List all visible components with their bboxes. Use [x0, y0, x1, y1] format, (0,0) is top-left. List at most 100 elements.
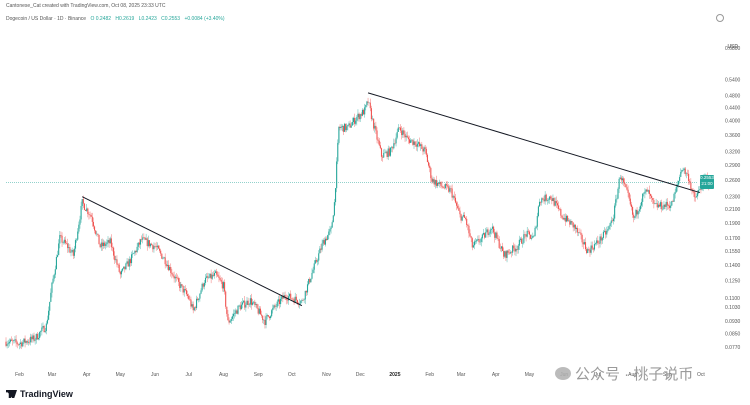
- candle-up: [249, 298, 251, 305]
- trendline-1[interactable]: [81, 196, 303, 307]
- candle-up: [222, 282, 225, 289]
- candle-up: [475, 241, 477, 242]
- candle-up: [383, 152, 385, 158]
- candle-up: [541, 198, 543, 203]
- ohlc-low: L0.2423: [138, 16, 157, 22]
- candle-countdown: 21:00: [701, 181, 713, 187]
- candle-up: [193, 307, 195, 311]
- candle-up: [106, 242, 108, 245]
- y-tick-label: 0.1100: [725, 296, 740, 302]
- candle-up: [638, 209, 640, 212]
- ohlc-open: O 0.2482: [90, 16, 112, 22]
- candle-up: [515, 249, 517, 252]
- candle-up: [37, 337, 40, 340]
- candle-down: [567, 215, 569, 221]
- candle-up: [136, 246, 138, 252]
- candle-down: [597, 240, 599, 244]
- candle-down: [108, 240, 110, 244]
- candle-down: [453, 196, 455, 198]
- trendline-2[interactable]: [367, 92, 700, 194]
- candle-up: [266, 315, 268, 317]
- candle-up: [537, 206, 539, 217]
- x-tick-label: Feb: [425, 372, 434, 378]
- candle-down: [302, 300, 304, 301]
- currency-label[interactable]: USD: [727, 44, 738, 50]
- candle-down: [178, 278, 180, 282]
- candle-up: [71, 249, 73, 252]
- candle-down: [5, 341, 7, 346]
- candle-down: [176, 277, 179, 279]
- candle-down: [114, 255, 116, 261]
- candle-up: [570, 221, 572, 225]
- candle-down: [524, 234, 526, 235]
- candle-up: [49, 301, 51, 311]
- candle-down: [625, 184, 627, 188]
- candle-up: [328, 231, 330, 236]
- candle-up: [635, 209, 637, 217]
- candle-down: [164, 257, 166, 265]
- candle-up: [348, 123, 350, 125]
- candle-down: [224, 282, 226, 292]
- trendline-layer[interactable]: [81, 92, 700, 307]
- candle-up: [125, 263, 127, 270]
- candle-down: [155, 246, 157, 248]
- candle-up: [130, 254, 133, 264]
- candle-down: [559, 208, 561, 210]
- candle-down: [380, 148, 383, 157]
- candle-down: [438, 182, 440, 184]
- ohlc-close: C0.2553: [161, 16, 181, 22]
- candle-up: [139, 239, 142, 245]
- y-tick-label: 0.0930: [725, 319, 741, 325]
- x-tick-label: Mar: [457, 372, 466, 378]
- candle-down: [219, 278, 221, 280]
- candle-down: [370, 108, 372, 120]
- candle-down: [470, 236, 472, 239]
- candle-down: [160, 250, 162, 254]
- candle-up: [234, 313, 236, 314]
- candle-up: [643, 193, 645, 194]
- candle-up: [241, 302, 244, 305]
- candle-down: [262, 315, 264, 321]
- candle-down: [435, 180, 437, 186]
- candle-up: [444, 184, 446, 189]
- candle-down: [181, 284, 183, 286]
- candle-down: [510, 252, 513, 253]
- candle-up: [306, 284, 309, 293]
- candle-up: [330, 227, 332, 230]
- candle-down: [69, 247, 71, 253]
- candle-up: [199, 293, 201, 299]
- candle-down: [564, 217, 566, 222]
- candle-up: [642, 193, 644, 202]
- candle-up: [655, 203, 657, 204]
- candle-up: [237, 305, 239, 314]
- last-price-value: 0.2553: [700, 175, 714, 181]
- candle-down: [261, 314, 263, 316]
- tradingview-logo[interactable]: TradingView: [6, 389, 73, 399]
- candle-down: [582, 242, 584, 245]
- candle-up: [479, 241, 481, 243]
- candle-up: [147, 240, 149, 247]
- candle-up: [518, 239, 520, 246]
- candle-down: [26, 341, 28, 343]
- candle-up: [482, 233, 485, 235]
- candle-up: [462, 214, 464, 217]
- candle-down: [254, 301, 256, 305]
- gear-icon[interactable]: [716, 14, 724, 22]
- candle-up: [107, 240, 109, 243]
- candle-down: [175, 276, 177, 278]
- candle-down: [561, 215, 563, 218]
- candle-up: [145, 238, 147, 240]
- candle-up: [231, 316, 233, 319]
- candle-down: [499, 247, 501, 249]
- candle-down: [666, 201, 668, 206]
- candle-down: [624, 182, 626, 185]
- candle-down: [85, 209, 87, 211]
- symbol-label[interactable]: Dogecoin / US Dollar · 1D · Binance: [6, 16, 87, 22]
- candle-up: [115, 259, 117, 261]
- candle-down: [633, 214, 635, 218]
- candle-down: [661, 202, 663, 210]
- candle-up: [54, 269, 56, 275]
- candle-up: [662, 209, 664, 210]
- candle-down: [630, 204, 633, 208]
